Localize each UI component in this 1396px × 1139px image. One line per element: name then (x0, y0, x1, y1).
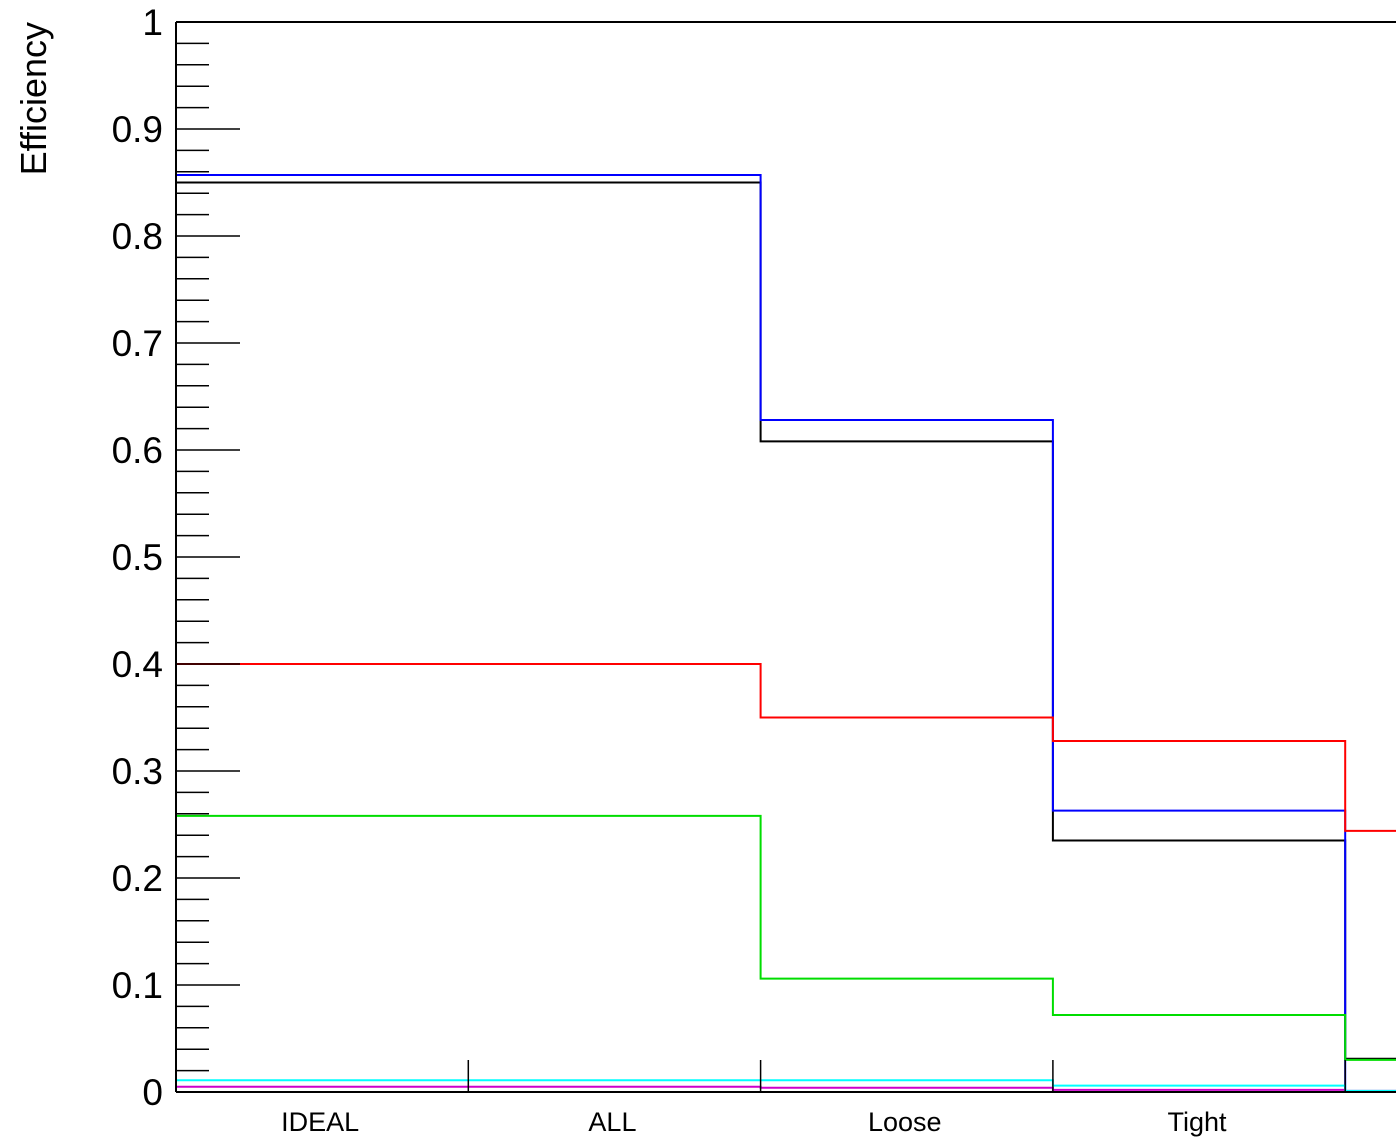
y-axis: 0 0.1 0.2 0.3 0.4 0.5 0.6 0.7 0.8 0.9 1 (112, 2, 240, 1113)
y-tick-label: 0.9 (112, 109, 163, 150)
series-line-5 (176, 1085, 1396, 1092)
y-tick-label: 0.8 (112, 216, 163, 257)
x-axis: IDEAL ALL Loose Tight (281, 1060, 1346, 1137)
y-tick-label: 0.6 (112, 430, 163, 471)
series-line-3 (176, 663, 1396, 832)
y-tick-label: 1 (142, 2, 163, 43)
x-category-label: Tight (1168, 1107, 1228, 1137)
y-axis-title: Efficiency (13, 22, 54, 175)
y-tick-label: 0.4 (112, 644, 163, 685)
x-category-label: IDEAL (281, 1107, 359, 1137)
series-line-1 (176, 181, 1396, 1060)
y-tick-label: 0.2 (112, 858, 163, 899)
y-tick-label: 0.3 (112, 751, 163, 792)
y-tick-label: 0.5 (112, 537, 163, 578)
y-tick-label: 0.7 (112, 323, 163, 364)
series-line-2 (176, 174, 1396, 1093)
y-tick-label: 0 (142, 1072, 163, 1113)
x-category-label: Loose (868, 1107, 942, 1137)
series-layer (176, 174, 1396, 1093)
y-tick-label: 0.1 (112, 965, 163, 1006)
series-line-4 (176, 814, 1396, 1061)
x-category-label: ALL (588, 1107, 636, 1137)
